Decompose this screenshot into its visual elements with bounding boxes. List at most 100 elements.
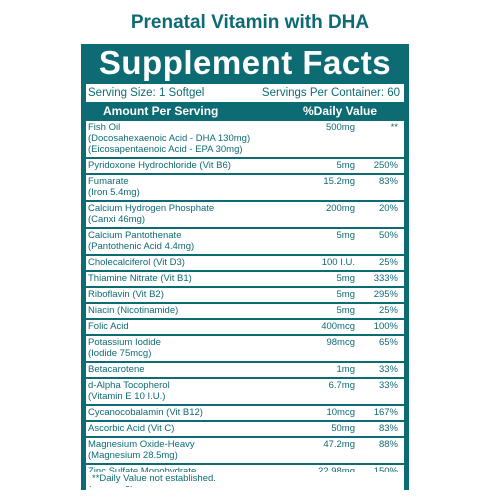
nutrient-name: Magnesium Oxide-Heavy (Magnesium 28.5mg) <box>88 439 280 461</box>
nutrient-daily-value: 83% <box>378 176 398 187</box>
nutrient-row: Folic Acid 400mcg 100% <box>86 320 404 334</box>
panel-heading: Supplement Facts <box>98 44 392 81</box>
nutrient-name: Cholecalciferol (Vit D3) <box>88 257 280 268</box>
nutrient-daily-value: 333% <box>373 273 398 284</box>
nutrient-row: Calcium Hydrogen Phosphate (Canxi 46mg) 20… <box>86 202 404 227</box>
nutrient-name-line: (Vitamin E 10 I.U.) <box>88 391 166 402</box>
nutrient-name-line: Ascorbic Acid (Vit C) <box>88 423 175 434</box>
nutrient-name-line: Pyridoxone Hydrochloride (Vit B6) <box>88 160 231 171</box>
nutrient-amount: 5mg <box>336 273 355 284</box>
nutrient-name-line: (Docosahexaenoic Acid - DHA 130mg) <box>88 133 251 144</box>
nutrient-row: Potassium Iodide (Iodide 75mcg) 98mcg 65% <box>86 336 404 361</box>
nutrient-daily-value: ** <box>390 122 398 133</box>
nutrient-name-line: (Eicosapentaenoic Acid - EPA 30mg) <box>88 144 243 155</box>
nutrient-name-line: (Pantothenic Acid 4.4mg) <box>88 241 195 252</box>
nutrient-row: Betacarotene 1mg 33% <box>86 363 404 377</box>
nutrient-row: d-Alpha Tocopherol (Vitamin E 10 I.U.) 6.7… <box>86 379 404 404</box>
nutrient-daily-value: 25% <box>378 257 398 268</box>
nutrient-daily-value: 295% <box>373 289 398 300</box>
nutrient-name-line: (Canxi 46mg) <box>88 214 146 225</box>
nutrient-amount: 5mg <box>336 160 355 171</box>
nutrient-name: Ascorbic Acid (Vit C) <box>88 423 280 434</box>
nutrient-name: Calcium Hydrogen Phosphate (Canxi 46mg) <box>88 203 280 225</box>
nutrient-amount: 5mg <box>336 305 355 316</box>
nutrient-amount: 6.7mg <box>328 380 355 391</box>
product-title: Prenatal Vitamin with DHA <box>130 12 370 33</box>
footnote: **Daily Value not established. <box>86 472 404 486</box>
nutrient-name: Niacin (Nicotinamide) <box>88 305 280 316</box>
nutrient-name: Pyridoxone Hydrochloride (Vit B6) <box>88 160 280 171</box>
nutrient-amount: 22.98mg <box>299 466 355 477</box>
nutrient-daily-value: 88% <box>378 439 398 450</box>
serving-size: Serving Size: 1 Softgel <box>88 87 205 99</box>
nutrient-row: Ascorbic Acid (Vit C) 50mg 83% <box>86 422 404 436</box>
nutrient-amount: 500mg <box>325 122 355 133</box>
nutrient-daily-value: 65% <box>378 337 398 348</box>
amount-header: Amount Per Serving <box>103 104 219 118</box>
nutrient-name-line: Cycanocobalamin (Vit B12) <box>88 407 203 418</box>
nutrient-name-line: Cholecalciferol (Vit D3) <box>88 257 185 268</box>
nutrient-name-line: Zinc Sulfate Monohydrate <box>88 466 280 477</box>
nutrient-row: Riboflavin (Vit B2) 5mg 295% <box>86 288 404 302</box>
nutrient-table: Fish Oil (Docosahexaenoic Acid - DHA 130m… <box>86 121 404 492</box>
servings-per-container: Servings Per Container: 60 <box>261 87 400 99</box>
nutrient-row: Magnesium Oxide-Heavy (Magnesium 28.5mg) 4… <box>86 438 404 463</box>
nutrient-row: Cholecalciferol (Vit D3) 100 I.U. 25% <box>86 256 404 270</box>
nutrient-daily-value: 150% <box>358 466 398 477</box>
nutrient-amount: 98mcg <box>326 337 355 348</box>
nutrient-name: d-Alpha Tocopherol (Vitamin E 10 I.U.) <box>88 380 280 402</box>
nutrient-name: Betacarotene <box>88 364 280 375</box>
nutrient-name: Calcium Pantothenate (Pantothenic Acid 4.… <box>88 230 280 252</box>
nutrient-row: Niacin (Nicotinamide) 5mg 25% <box>86 304 404 318</box>
nutrient-name: Folic Acid <box>88 321 280 332</box>
nutrient-row: Fumarate (Iron 5.4mg) 15.2mg 83% <box>86 175 404 200</box>
nutrient-amount: 5mg <box>336 289 355 300</box>
nutrient-row: Thiamine Nitrate (Vit B1) 5mg 333% <box>86 272 404 286</box>
nutrient-name-line: Folic Acid <box>88 321 129 332</box>
nutrient-amount: 200mg <box>325 203 355 214</box>
daily-value-header: %Daily Value <box>303 104 378 118</box>
nutrient-daily-value: 100% <box>373 321 398 332</box>
nutrient-amount: 100 I.U. <box>321 257 355 268</box>
nutrient-amount: 50mg <box>331 423 355 434</box>
nutrient-name: Thiamine Nitrate (Vit B1) <box>88 273 280 284</box>
nutrient-name-line: (Magnesium 28.5mg) <box>88 450 178 461</box>
nutrient-row: Calcium Pantothenate (Pantothenic Acid 4.… <box>86 229 404 254</box>
nutrient-amount: 10mcg <box>326 407 355 418</box>
nutrient-name: Riboflavin (Vit B2) <box>88 289 280 300</box>
nutrient-row: Pyridoxone Hydrochloride (Vit B6) 5mg 250% <box>86 159 404 173</box>
nutrient-name-line: (Iron 5.4mg) <box>88 187 140 198</box>
nutrient-name-line: Calcium Pantothenate <box>88 230 182 241</box>
nutrient-daily-value: 250% <box>373 160 398 171</box>
nutrient-name: Fumarate (Iron 5.4mg) <box>88 176 280 198</box>
nutrient-name-line: (Iodide 75mcg) <box>88 348 152 359</box>
column-header: Amount Per Serving %Daily Value <box>81 103 409 120</box>
nutrient-name: Potassium Iodide (Iodide 75mcg) <box>88 337 280 359</box>
nutrient-amount: 1mg <box>336 364 355 375</box>
nutrient-daily-value: 33% <box>378 364 398 375</box>
nutrient-amount: 15.2mg <box>323 176 355 187</box>
nutrient-name-line: Riboflavin (Vit B2) <box>88 289 164 300</box>
nutrient-row: Cycanocobalamin (Vit B12) 10mcg 167% <box>86 406 404 420</box>
footnote-text: **Daily Value not established. <box>92 473 216 484</box>
nutrient-daily-value: 20% <box>378 203 398 214</box>
nutrient-amount: 5mg <box>336 230 355 241</box>
nutrient-row: Fish Oil (Docosahexaenoic Acid - DHA 130m… <box>86 121 404 157</box>
nutrient-name-line: d-Alpha Tocopherol <box>88 380 170 391</box>
nutrient-name-line: Calcium Hydrogen Phosphate <box>88 203 215 214</box>
nutrient-daily-value: 167% <box>373 407 398 418</box>
nutrient-amount: 400mcg <box>321 321 355 332</box>
serving-info: Serving Size: 1 Softgel Servings Per Con… <box>86 84 404 102</box>
nutrient-name-line: Fumarate <box>88 176 129 187</box>
nutrient-daily-value: 83% <box>378 423 398 434</box>
nutrient-name-line: Betacarotene <box>88 364 145 375</box>
nutrient-name-line: Potassium Iodide <box>88 337 161 348</box>
nutrient-name-line: Thiamine Nitrate (Vit B1) <box>88 273 192 284</box>
nutrient-amount: 47.2mg <box>323 439 355 450</box>
nutrient-name-line: Fish Oil <box>88 122 121 133</box>
nutrient-name: Fish Oil (Docosahexaenoic Acid - DHA 130m… <box>88 122 280 155</box>
nutrient-daily-value: 33% <box>378 380 398 391</box>
nutrient-name: Cycanocobalamin (Vit B12) <box>88 407 280 418</box>
nutrient-name-line: Magnesium Oxide-Heavy <box>88 439 195 450</box>
nutrient-daily-value: 25% <box>378 305 398 316</box>
